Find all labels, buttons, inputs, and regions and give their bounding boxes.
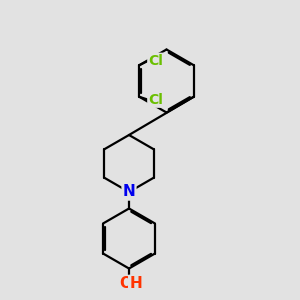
Text: Cl: Cl: [148, 54, 163, 68]
Text: Cl: Cl: [148, 93, 163, 107]
Text: N: N: [123, 184, 135, 200]
Text: H: H: [129, 276, 142, 291]
Text: O: O: [119, 276, 132, 291]
